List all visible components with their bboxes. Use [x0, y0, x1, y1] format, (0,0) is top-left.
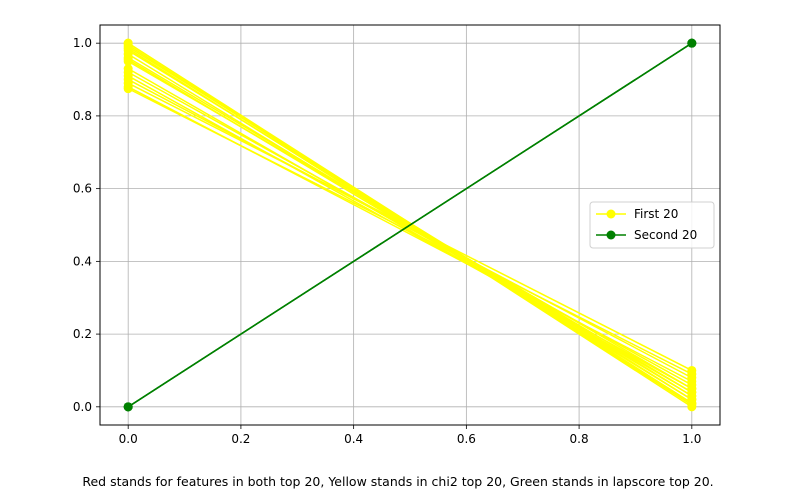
y-tick-label: 0.4 — [73, 254, 92, 268]
x-tick-label: 0.0 — [119, 432, 138, 446]
y-tick-label: 0.6 — [73, 182, 92, 196]
series-line — [127, 78, 693, 379]
data-point — [123, 56, 133, 66]
series-layer — [123, 38, 697, 412]
series-second-20 — [123, 38, 697, 412]
series-line — [127, 67, 693, 393]
y-tick-label: 0.8 — [73, 109, 92, 123]
x-tick-label: 0.8 — [570, 432, 589, 446]
data-point — [687, 369, 697, 379]
data-point — [687, 384, 697, 394]
data-point — [123, 402, 133, 412]
data-point — [687, 38, 697, 48]
x-tick-label: 0.2 — [231, 432, 250, 446]
figure-caption: Red stands for features in both top 20, … — [82, 474, 713, 489]
axis-ticks: 0.0 0.2 0.4 0.6 0.8 1.0 0.0 0.2 0.4 0.6 0.8 1.0 — [73, 36, 701, 446]
x-tick-label: 0.6 — [457, 432, 476, 446]
y-tick-label: 1.0 — [73, 36, 92, 50]
plot-area-frame — [99, 24, 721, 426]
legend-marker-swatch — [606, 209, 616, 219]
x-tick-label: 0.4 — [344, 432, 363, 446]
series-line — [127, 75, 693, 390]
data-point — [123, 84, 133, 94]
y-tick-label: 0.0 — [73, 400, 92, 414]
y-tick-label: 0.2 — [73, 327, 92, 341]
legend-marker-swatch — [606, 230, 616, 240]
series-line — [127, 42, 693, 408]
series-line — [127, 87, 693, 375]
legend: First 20 Second 20 — [589, 201, 715, 249]
data-point — [687, 376, 697, 386]
series-line — [127, 82, 693, 372]
legend-label: Second 20 — [634, 228, 697, 242]
x-tick-label: 1.0 — [682, 432, 701, 446]
legend-label: First 20 — [634, 207, 678, 221]
